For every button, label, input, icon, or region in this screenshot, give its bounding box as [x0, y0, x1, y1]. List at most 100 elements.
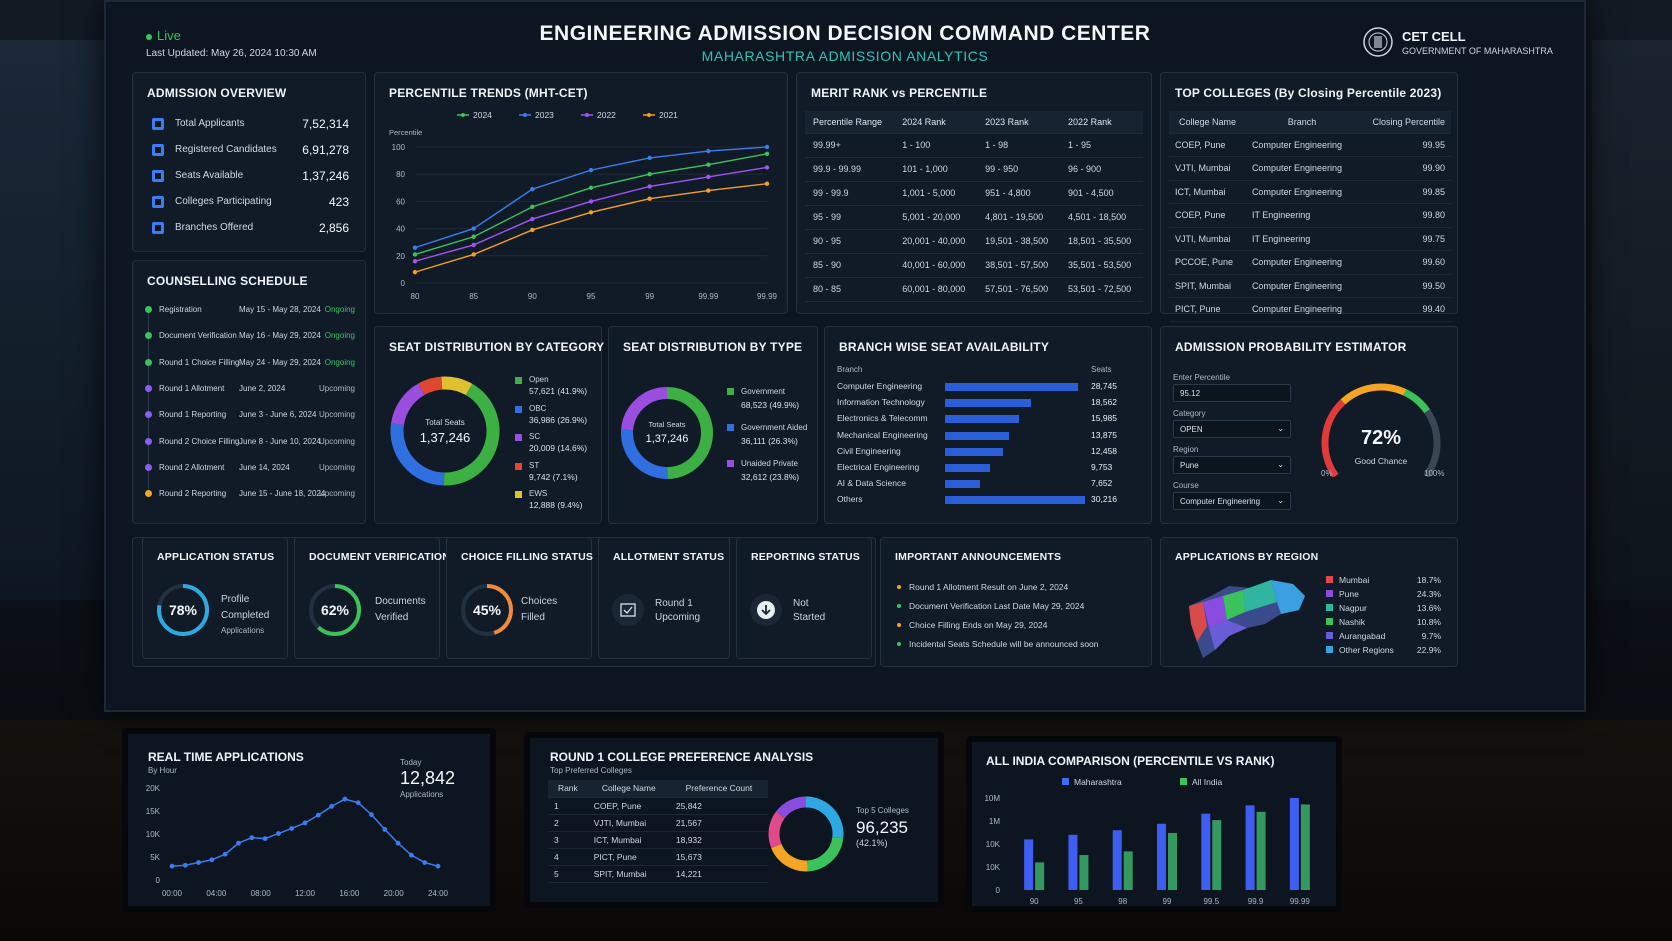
series-line-2023: [414, 146, 768, 249]
data-point: [706, 174, 711, 180]
data-point: [315, 812, 321, 818]
branch-value: 30,216: [1091, 494, 1117, 505]
legend-name: SC: [529, 432, 541, 441]
gauge-arc: [1403, 389, 1430, 414]
reporting-line1: Not: [793, 598, 809, 609]
data-point: [276, 831, 281, 836]
donut-center-value: 1,37,246: [420, 430, 471, 445]
legend-name: ST: [529, 460, 540, 470]
table-row: 80 - 85 60,001 - 80,000 57,501 - 76,500 53,…: [805, 277, 1143, 302]
panel-title: BRANCH WISE SEAT AVAILABILITY: [839, 340, 1050, 354]
data-point: [342, 796, 348, 802]
legend-value: 68,523 (49.9%): [741, 400, 800, 410]
y-tick-label: 15K: [146, 807, 161, 816]
percentile-input[interactable]: 95.12: [1173, 384, 1291, 402]
y-axis-label: Percentile: [389, 128, 422, 137]
branch-value: 13,875: [1091, 429, 1117, 440]
table-cell: 99.9 - 99.99: [805, 157, 895, 182]
legend-value: 9,742 (7.1%): [529, 471, 578, 482]
bullet-icon: [897, 604, 901, 608]
column-header: Percentile Range: [805, 111, 895, 134]
panel-title: REPORTING STATUS: [751, 551, 860, 563]
donut-slice-SPIT, Mumbai: [775, 796, 807, 819]
schedule-name: Registration: [159, 305, 202, 314]
y-tick-label: 10K: [986, 863, 1001, 872]
overview-label: Seats Available: [175, 170, 244, 181]
calendar-icon: [612, 594, 644, 626]
table-row: 99.99+ 1 - 100 1 - 98 1 - 95: [805, 133, 1143, 158]
user-check-icon: [152, 144, 164, 156]
timeline-dot: [145, 411, 152, 419]
table-cell: Computer Engineering: [1245, 156, 1359, 181]
x-tick-label: 08:00: [251, 889, 272, 898]
bullet-icon: [897, 585, 901, 589]
column-header: College Name: [587, 780, 670, 798]
table-cell: 3: [548, 831, 588, 849]
table-cell: PCCOE, Pune: [1169, 250, 1246, 275]
bar-all-india: [1212, 820, 1222, 890]
x-tick-label: 90: [528, 292, 537, 301]
table-cell: VJTI, Mumbai: [1169, 227, 1246, 251]
application-status-panel: APPLICATION STATUS 78% Profile Completed…: [142, 537, 288, 659]
column-header: 2022 Rank: [1060, 111, 1143, 134]
bullet-icon: [897, 623, 901, 627]
timeline-dot: [145, 306, 152, 313]
region-name: Aurangabad: [1339, 631, 1386, 641]
legend-swatch: [727, 460, 734, 467]
legend-label: Maharashtra: [1074, 777, 1122, 787]
data-point: [647, 172, 652, 177]
data-point: [588, 199, 594, 204]
donut-slice-Unaided Private: [621, 387, 668, 431]
choice-line2: Filled: [521, 612, 545, 623]
branch-bar: [945, 431, 1010, 440]
all-india-monitor: ALL INDIA COMPARISON (PERCENTILE VS RANK…: [966, 736, 1342, 912]
today-label: Today: [400, 758, 422, 767]
today-value: 12,842: [400, 768, 456, 788]
data-point: [471, 234, 476, 239]
x-tick-label: 95: [587, 292, 596, 301]
table-cell: 99.75: [1358, 227, 1451, 251]
schedule-name: Round 1 Choice Filling: [159, 357, 240, 367]
donut-slice-ST: [418, 376, 443, 395]
legend-swatch: [1326, 590, 1333, 597]
category-select[interactable]: OPEN ⌄: [1173, 420, 1291, 438]
y-tick-label: 10K: [986, 840, 1001, 849]
users-icon: [152, 118, 164, 130]
seat-type-panel: SEAT DISTRIBUTION BY TYPE Total Seats 1,3…: [608, 326, 818, 524]
data-point: [530, 204, 535, 210]
y-tick-label: 0: [401, 279, 406, 288]
course-value: Computer Engineering: [1180, 497, 1261, 506]
document-value: 62%: [320, 602, 350, 618]
data-point: [471, 226, 476, 231]
x-tick-label: 99: [1163, 897, 1172, 906]
choice-value: 45%: [472, 602, 502, 618]
data-point: [395, 840, 401, 846]
timeline-dot: [145, 332, 152, 340]
timeline-dot: [145, 437, 152, 445]
org-subtitle: GOVERNMENT OF MAHARASHTRA: [1402, 46, 1553, 56]
table-cell: 5: [548, 865, 588, 883]
table-row: VJTI, Mumbai Computer Engineering 99.90: [1169, 156, 1451, 181]
legend-marker: [523, 113, 527, 117]
table-row: PCCOE, Pune Computer Engineering 99.60: [1169, 250, 1451, 275]
column-header: Preference Count: [669, 780, 768, 798]
legend-marker: [585, 113, 589, 117]
branch-bar: [945, 399, 1031, 408]
x-tick-label: 85: [469, 292, 478, 301]
data-point: [196, 860, 201, 865]
overview-value: 6,91,278: [302, 143, 349, 157]
donut-slice-SC: [391, 383, 425, 426]
bar-maharashtra: [1068, 834, 1078, 890]
branch-bar: [945, 415, 1020, 424]
schedule-status: Ongoing: [324, 331, 355, 341]
table-cell: 951 - 4,800: [977, 181, 1061, 206]
data-point: [409, 852, 414, 858]
merit-rank-panel: MERIT RANK vs PERCENTILE Percentile Rang…: [796, 72, 1152, 314]
data-point: [588, 167, 594, 173]
institution-icon-detail: [155, 225, 161, 231]
course-select[interactable]: Computer Engineering ⌄: [1173, 492, 1291, 510]
table-row: 85 - 90 40,001 - 60,000 38,501 - 57,500 35,…: [805, 253, 1143, 278]
table-cell: 15,673: [669, 848, 768, 866]
legend-swatch: [1326, 632, 1333, 639]
region-select[interactable]: Pune ⌄: [1173, 456, 1291, 474]
